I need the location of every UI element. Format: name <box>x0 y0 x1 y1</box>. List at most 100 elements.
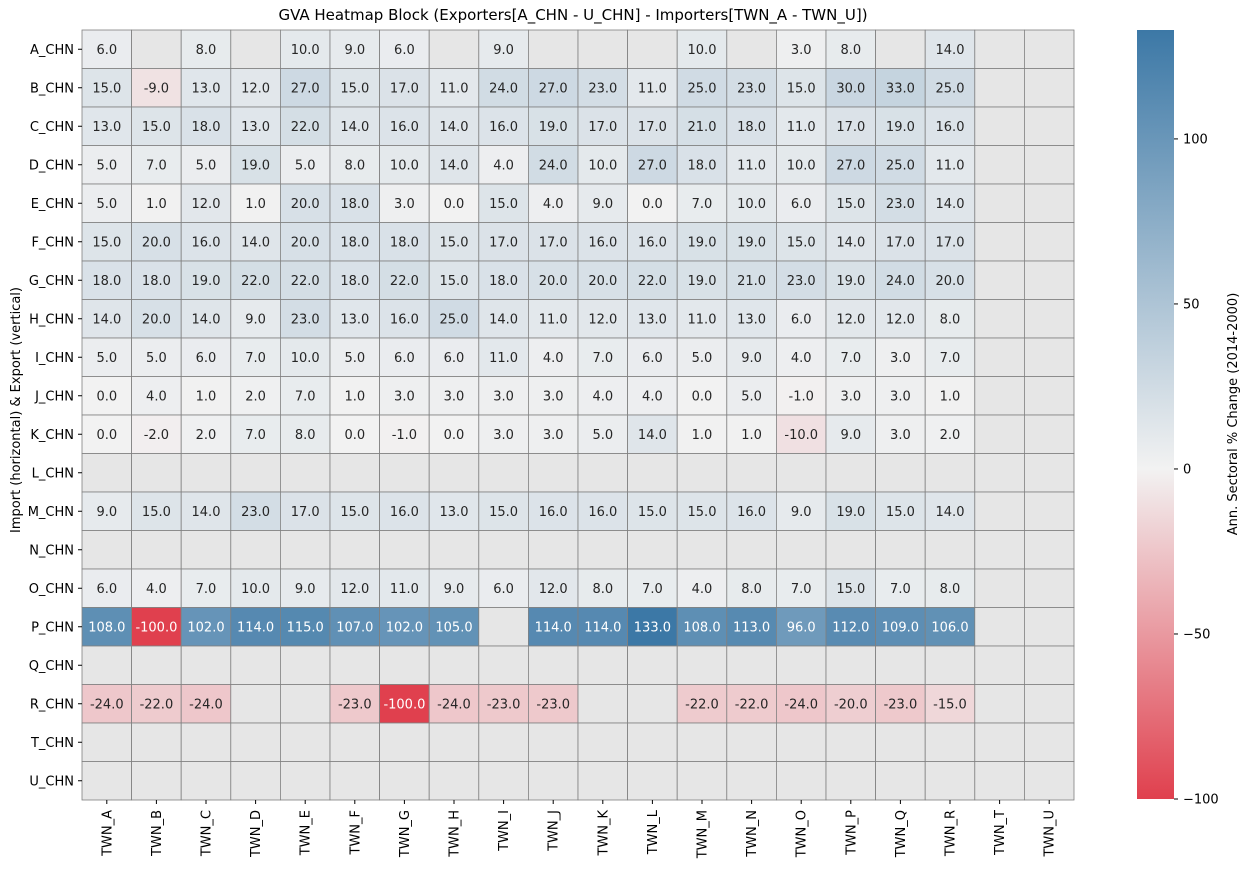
heatmap-cell <box>230 491 281 531</box>
heatmap-cell-empty <box>974 376 1025 416</box>
heatmap-cell <box>924 29 976 69</box>
cell-value-label: 2.0 <box>245 389 266 404</box>
cell-value-label: 7.0 <box>940 351 961 366</box>
heatmap-cell <box>428 568 480 608</box>
colorbar-tick-label: −50 <box>1183 627 1210 642</box>
cell-value-label: 7.0 <box>196 582 217 597</box>
heatmap-cell <box>924 491 976 531</box>
heatmap-cell <box>379 222 430 262</box>
cell-value-label: 12.0 <box>340 582 369 597</box>
heatmap-cell-empty <box>577 29 628 69</box>
cell-value-label: 5.0 <box>741 389 762 404</box>
heatmap-cell <box>379 376 430 416</box>
heatmap-cell <box>329 491 380 531</box>
cell-value-label: 6.0 <box>96 43 117 58</box>
heatmap-cell <box>279 607 331 647</box>
heatmap-cell-empty <box>230 530 281 570</box>
cell-value-label: 19.0 <box>836 274 865 289</box>
cell-value-label: 114.0 <box>237 620 274 635</box>
cell-value-label: 5.0 <box>96 351 117 366</box>
cell-value-label: 1.0 <box>344 389 365 404</box>
cell-value-label: 17.0 <box>886 235 915 250</box>
cell-value-label: 5.0 <box>692 351 713 366</box>
cell-value-label: 19.0 <box>836 505 865 520</box>
heatmap-cell-empty <box>776 761 827 801</box>
cell-value-label: 1.0 <box>146 197 167 212</box>
heatmap-cell <box>676 414 728 454</box>
cell-value-label: 6.0 <box>493 582 514 597</box>
heatmap-cell <box>627 568 678 608</box>
heatmap-cell <box>478 222 529 262</box>
heatmap-cell <box>180 29 232 69</box>
heatmap-cell <box>180 183 232 223</box>
heatmap-cell-empty <box>1024 568 1075 608</box>
heatmap-cell <box>924 376 976 416</box>
cell-value-label: -22.0 <box>140 697 174 712</box>
cell-value-label: 6.0 <box>196 351 217 366</box>
heatmap-cell-empty <box>1024 453 1075 493</box>
heatmap-cell-empty <box>1024 530 1075 570</box>
heatmap-cell <box>180 684 232 724</box>
cell-value-label: 23.0 <box>886 197 915 212</box>
heatmap-cell-empty <box>875 645 926 685</box>
heatmap-cell <box>131 491 182 531</box>
cell-value-label: 8.0 <box>344 158 365 173</box>
heatmap-cell <box>726 607 777 647</box>
heatmap-cell-empty <box>81 453 132 493</box>
cell-value-label: 14.0 <box>936 43 965 58</box>
cell-value-label: 19.0 <box>241 158 270 173</box>
cell-value-label: 18.0 <box>142 274 171 289</box>
heatmap-cell-empty <box>279 530 331 570</box>
cell-value-label: 11.0 <box>539 312 568 327</box>
heatmap-cell-empty <box>577 530 628 570</box>
heatmap-cell-empty <box>428 645 480 685</box>
cell-value-label: 2.0 <box>940 428 961 443</box>
cell-value-label: 14.0 <box>92 312 121 327</box>
heatmap-cell-empty <box>825 530 876 570</box>
heatmap-cell <box>875 607 926 647</box>
heatmap-cell-empty <box>1024 761 1075 801</box>
heatmap-cell <box>329 376 380 416</box>
cell-value-label: 16.0 <box>588 505 617 520</box>
heatmap-cell <box>676 607 728 647</box>
x-tick-label: TWN_F <box>348 810 363 856</box>
y-tick-label: H_CHN <box>29 312 74 327</box>
cell-value-label: -1.0 <box>392 428 417 443</box>
cell-value-label: 3.0 <box>890 428 911 443</box>
cell-value-label: 14.0 <box>440 120 469 135</box>
heatmap-cell <box>776 568 827 608</box>
cell-value-label: 3.0 <box>444 389 465 404</box>
cell-value-label: 27.0 <box>291 81 320 96</box>
cell-value-label: 10.0 <box>688 43 717 58</box>
heatmap-cell-empty <box>379 530 430 570</box>
heatmap-cell-empty <box>428 530 480 570</box>
heatmap-cell <box>825 145 876 185</box>
heatmap-cell <box>230 568 281 608</box>
heatmap-cell <box>825 29 876 69</box>
y-tick-label: B_CHN <box>30 81 74 96</box>
heatmap-cell-empty <box>131 530 182 570</box>
heatmap-cell <box>577 222 628 262</box>
heatmap-cell <box>924 414 976 454</box>
cell-value-label: 14.0 <box>638 428 667 443</box>
cell-value-label: 17.0 <box>291 505 320 520</box>
heatmap-cell-empty <box>279 722 331 762</box>
cell-value-label: 9.0 <box>245 312 266 327</box>
x-tick-label: TWN_L <box>646 809 661 855</box>
cell-value-label: 30.0 <box>836 81 865 96</box>
heatmap-cell-empty <box>1024 260 1075 300</box>
cell-value-label: 15.0 <box>836 582 865 597</box>
cell-value-label: -100.0 <box>135 620 177 635</box>
heatmap-cell <box>528 414 579 454</box>
heatmap-cell <box>428 68 480 108</box>
heatmap-cell-empty <box>1024 491 1075 531</box>
cell-value-label: -100.0 <box>383 697 425 712</box>
cell-value-label: 112.0 <box>832 620 869 635</box>
heatmap-cell-empty <box>478 645 529 685</box>
cell-value-label: 109.0 <box>882 620 919 635</box>
heatmap-cell <box>627 260 678 300</box>
cell-value-label: 12.0 <box>192 197 221 212</box>
heatmap-cell <box>81 684 132 724</box>
cell-value-label: 9.0 <box>741 351 762 366</box>
